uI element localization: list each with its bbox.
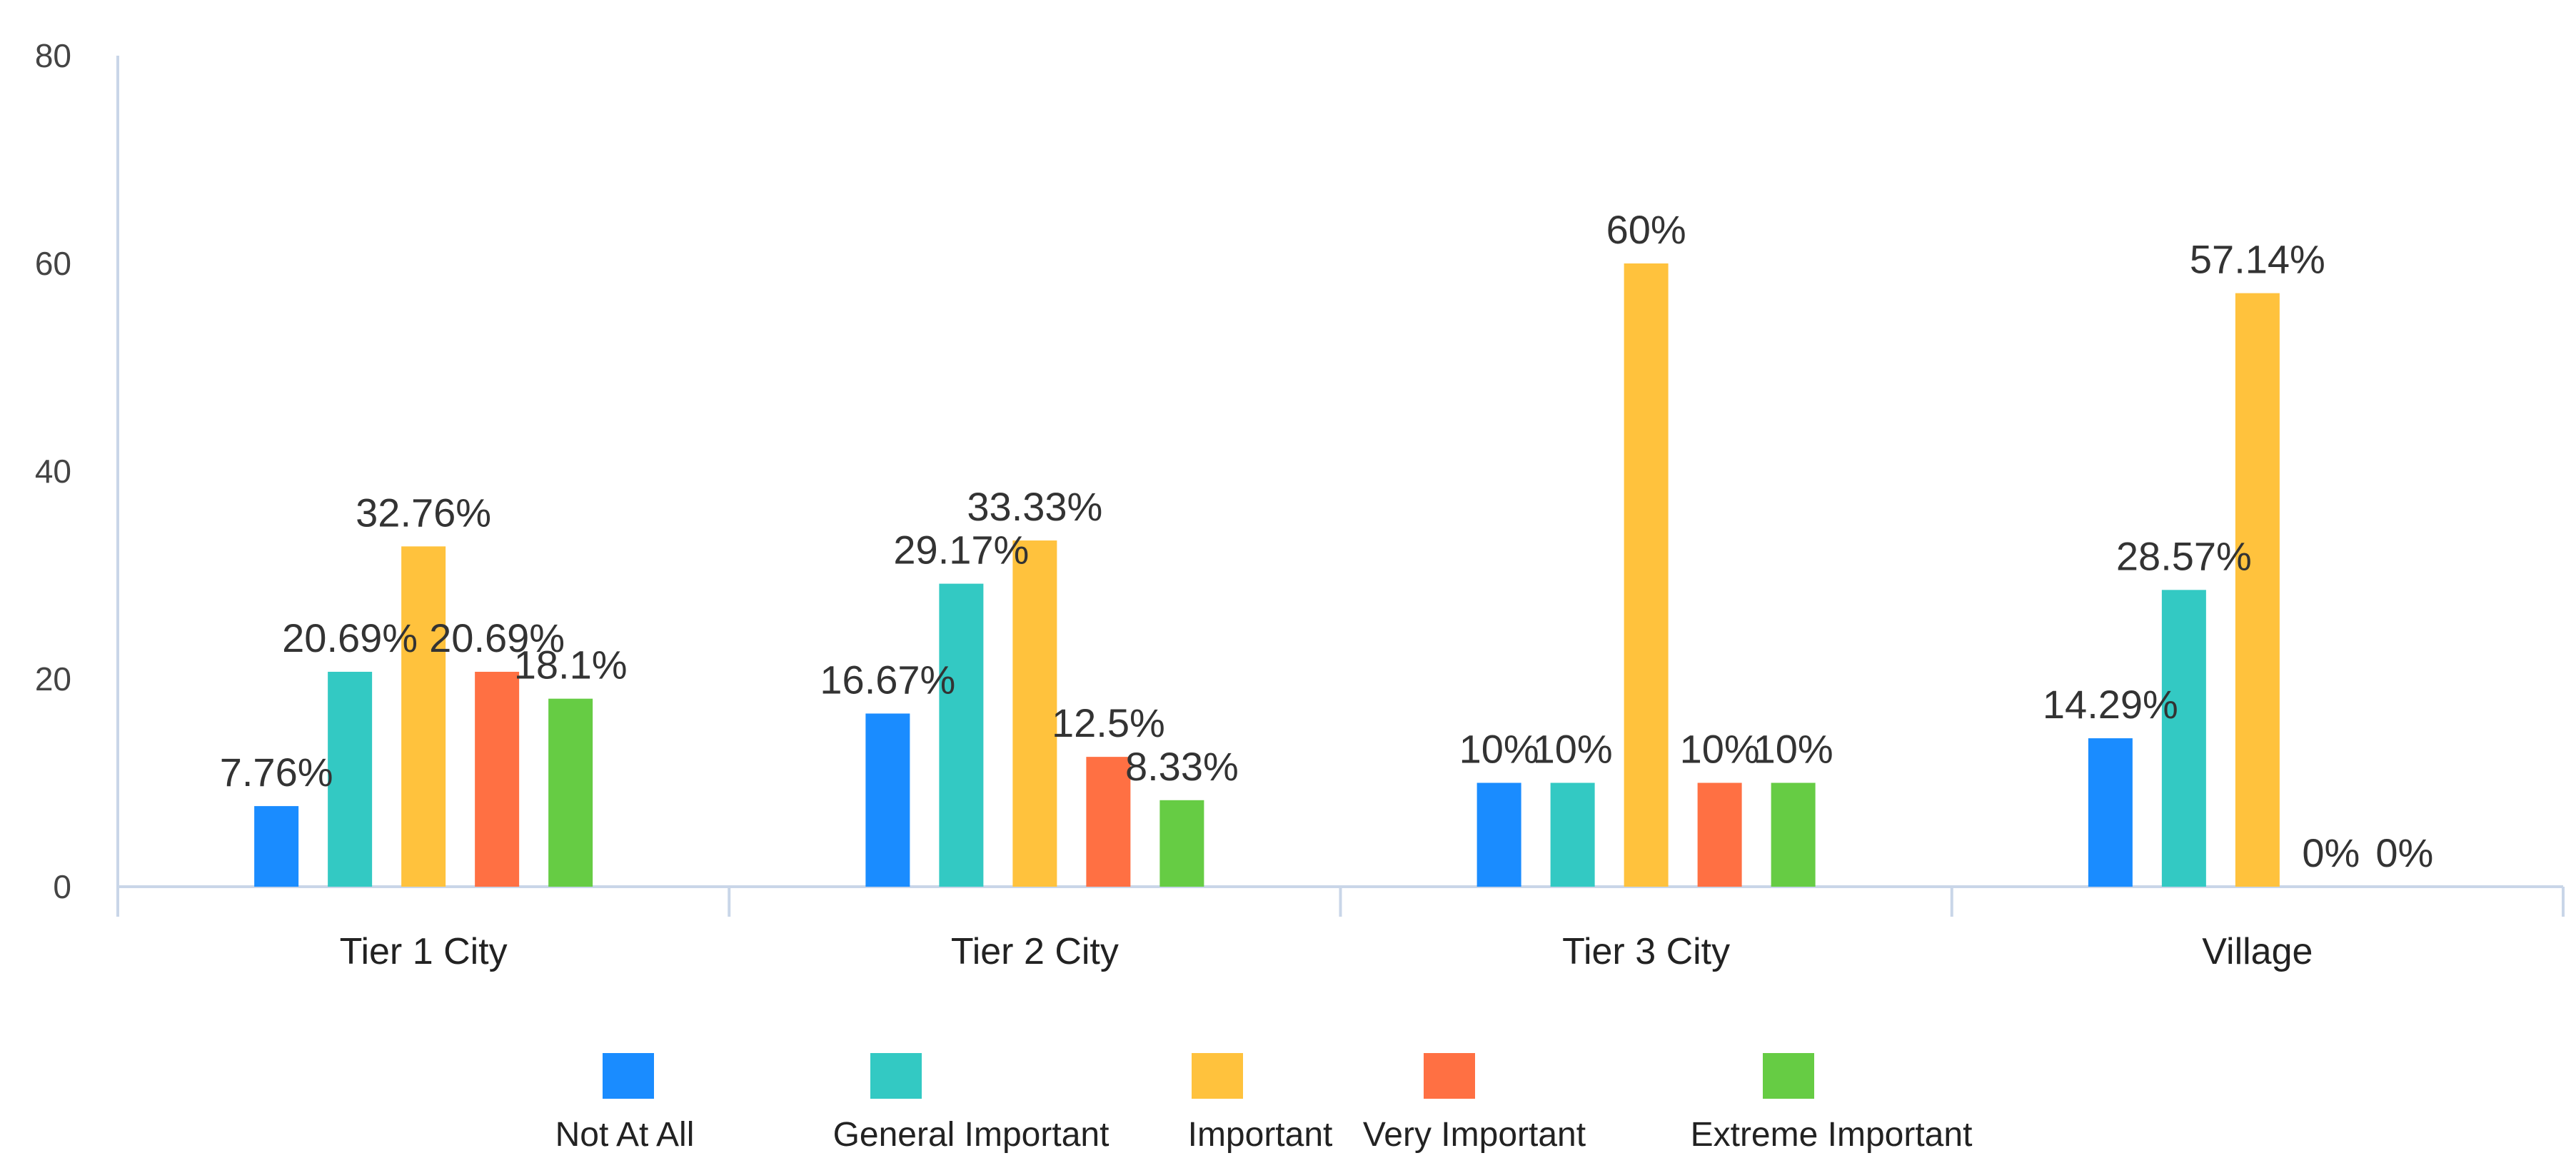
x-category-label: Village [2202, 931, 2313, 972]
x-category-label: Tier 3 City [1562, 931, 1730, 972]
bar-important [401, 546, 446, 887]
data-label: 16.67% [820, 657, 955, 702]
axes [116, 56, 2565, 917]
data-label: 20.69% [429, 615, 565, 660]
data-label: 60% [1606, 207, 1686, 252]
data-label: 10% [1459, 727, 1539, 772]
legend-swatch [1192, 1053, 1243, 1099]
data-label: 32.76% [356, 490, 491, 535]
y-tick-label: 80 [35, 37, 71, 74]
bar-general-important [1550, 782, 1595, 887]
bar-important [1012, 540, 1057, 887]
y-tick-label: 60 [35, 245, 71, 282]
legend-swatch [1763, 1053, 1814, 1099]
legend-swatch [603, 1053, 654, 1099]
legend-label: Extreme Important [1691, 1116, 1973, 1154]
y-tick-label: 40 [35, 453, 71, 490]
bar-not-at-all [865, 713, 910, 887]
data-label: 10% [1754, 727, 1833, 772]
bar-not-at-all [1476, 782, 1521, 887]
data-label: 10% [1680, 727, 1760, 772]
legend: Not At All General Important Important Very… [555, 1053, 1973, 1154]
bar-not-at-all [254, 806, 299, 887]
bar-extreme-important [548, 698, 593, 887]
legend-label: Not At All [555, 1116, 695, 1154]
bar-important [1624, 263, 1669, 887]
data-label: 57.14% [2190, 237, 2325, 282]
y-tick-label: 0 [53, 868, 71, 905]
data-label: 10% [1533, 727, 1613, 772]
data-label: 0% [2302, 830, 2360, 875]
data-label: 18.1% [514, 643, 628, 688]
bar-general-important [2161, 590, 2206, 887]
data-label: 7.76% [220, 750, 333, 795]
bar-general-important [328, 671, 373, 887]
bar-very-important [475, 671, 520, 887]
data-label: 28.57% [2116, 533, 2252, 578]
category-labels: Tier 1 City Tier 2 City Tier 3 City Village [340, 931, 2313, 972]
legend-label: Very Important [1363, 1116, 1586, 1154]
bar-important [2235, 293, 2280, 887]
bar-very-important [1086, 757, 1131, 887]
data-label: 0% [2375, 830, 2433, 875]
data-label: 8.33% [1125, 744, 1239, 789]
x-category-label: Tier 1 City [340, 931, 508, 972]
x-category-label: Tier 2 City [951, 931, 1119, 972]
data-labels: 7.76%20.69%32.76%20.69%18.1% 16.67%29.17%… [220, 207, 2434, 875]
data-label: 14.29% [2043, 682, 2178, 727]
data-label: 29.17% [893, 528, 1029, 573]
bars [254, 263, 2280, 887]
data-label: 12.5% [1052, 700, 1165, 745]
bar-very-important [1697, 782, 1742, 887]
bar-extreme-important [1159, 800, 1204, 887]
legend-label: Important [1188, 1116, 1333, 1154]
bar-extreme-important [1771, 782, 1816, 887]
bar-general-important [939, 583, 984, 887]
data-label: 33.33% [967, 484, 1102, 529]
y-tick-label: 20 [35, 660, 71, 698]
legend-swatch [870, 1053, 922, 1099]
legend-label: General Important [833, 1116, 1110, 1154]
bar-not-at-all [2088, 738, 2133, 887]
data-label: 20.69% [282, 615, 418, 660]
y-axis-ticks: 0 20 40 60 80 [35, 37, 71, 905]
legend-swatch [1424, 1053, 1475, 1099]
